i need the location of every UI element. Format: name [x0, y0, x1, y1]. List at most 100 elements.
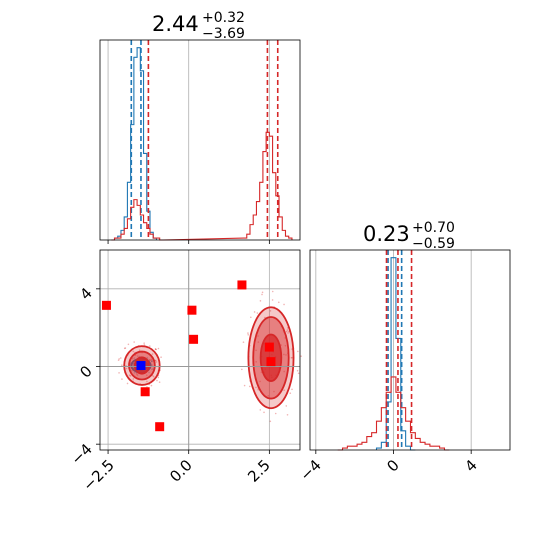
sample-point-1-4 [118, 358, 120, 360]
scatter-panel [96, 249, 302, 454]
sample-point-1-79 [131, 369, 133, 372]
sample-point-1-24 [148, 345, 151, 347]
sample-point-0-3 [150, 360, 153, 363]
sample-point-1-52 [138, 349, 141, 351]
sample-point-1-28 [146, 374, 148, 377]
sample-point-1-31 [149, 359, 152, 361]
sample-point-2-66 [257, 388, 259, 391]
sample-point-2-10 [285, 405, 288, 407]
sample-point-2-15 [261, 293, 263, 296]
sample-point-1-9 [126, 382, 129, 385]
sample-point-1-19 [136, 374, 139, 376]
sample-point-1-23 [155, 361, 158, 363]
sample-point-2-27 [285, 330, 288, 333]
sample-point-1-64 [129, 375, 132, 377]
right-hist-series-0 [375, 257, 416, 451]
sample-point-2-31 [253, 311, 256, 313]
marker-3 [237, 280, 247, 290]
sample-point-1-26 [133, 341, 135, 343]
sample-point-0-38 [151, 368, 153, 371]
sample-point-1-66 [124, 347, 127, 349]
sample-point-2-59 [287, 332, 289, 334]
sample-point-1-16 [154, 359, 157, 362]
sample-point-2-55 [250, 316, 252, 319]
sample-point-0-78 [132, 362, 135, 365]
sample-point-1-1 [157, 347, 160, 350]
marker-5 [155, 422, 165, 432]
sample-point-2-48 [247, 332, 249, 334]
sample-point-2-56 [283, 303, 285, 306]
sample-point-1-15 [156, 379, 158, 382]
sample-point-2-71 [283, 353, 285, 356]
sample-point-2-39 [277, 301, 280, 304]
sample-point-2-43 [290, 356, 293, 359]
sample-point-2-79 [263, 411, 265, 414]
hist-top-panel [99, 39, 301, 244]
sample-point-0-69 [151, 364, 154, 366]
sample-point-1-12 [132, 378, 135, 380]
sample-point-1-3 [157, 376, 160, 379]
sample-point-2-38 [274, 412, 277, 415]
marker-4 [140, 387, 150, 397]
sample-point-0-11 [152, 368, 154, 370]
center-marker [136, 361, 146, 371]
sample-point-2-37 [257, 341, 260, 343]
sample-point-2-64 [271, 290, 274, 293]
sample-point-1-47 [123, 347, 126, 350]
top-hist-series-1 [111, 131, 293, 241]
sample-point-2-28 [259, 300, 262, 302]
y2-tick-label-2: 4 [76, 284, 95, 303]
sample-point-2-33 [273, 390, 275, 393]
sample-point-2-53 [291, 388, 293, 391]
sample-point-1-8 [118, 372, 120, 374]
sample-point-2-35 [242, 341, 245, 343]
marker-6 [264, 342, 274, 352]
sample-point-1-73 [127, 343, 130, 346]
sample-point-2-0 [248, 385, 251, 388]
sample-point-0-16 [146, 356, 148, 359]
sample-point-2-40 [286, 329, 289, 331]
sample-point-0-71 [133, 357, 136, 359]
sample-point-2-7 [297, 372, 300, 375]
sample-point-2-44 [267, 395, 270, 397]
sample-point-2-17 [259, 409, 262, 411]
marker-7 [266, 357, 276, 367]
sample-point-1-18 [136, 373, 138, 375]
sample-point-1-62 [150, 384, 153, 387]
sample-point-1-38 [131, 357, 134, 360]
sample-point-1-46 [158, 381, 161, 383]
x2-tick-label-0: −4 [296, 456, 324, 484]
sample-point-2-30 [289, 392, 292, 394]
hist-right-panel [309, 249, 511, 454]
x2-tick-label-2: 4 [461, 456, 480, 475]
x1-tick-label-2: 2.5 [244, 456, 274, 486]
sample-point-1-57 [154, 348, 157, 351]
sample-point-2-69 [269, 420, 272, 423]
sample-point-1-5 [152, 375, 155, 378]
sample-point-1-27 [128, 374, 131, 376]
sample-point-0-50 [148, 358, 150, 361]
sample-point-2-51 [283, 370, 285, 373]
sample-point-1-0 [125, 367, 128, 370]
marker-0 [101, 300, 111, 310]
sample-point-2-58 [256, 312, 259, 314]
sample-point-2-2 [291, 356, 294, 359]
title-param1-value: 2.44 [152, 12, 199, 36]
title-param2-value: 0.23 [363, 222, 410, 246]
sample-point-1-35 [160, 356, 162, 358]
sample-point-2-42 [257, 335, 259, 337]
sample-point-0-54 [133, 371, 136, 374]
right-frame [309, 249, 511, 451]
sample-point-1-40 [155, 348, 157, 351]
sample-point-0-47 [151, 359, 153, 362]
sample-point-2-50 [296, 369, 299, 372]
y2-tick-label-0: −4 [67, 440, 95, 468]
x2-tick-label-1: 0 [383, 456, 402, 475]
sample-point-2-22 [241, 368, 243, 371]
sample-point-0-37 [148, 371, 150, 374]
sample-point-1-51 [121, 378, 123, 380]
right-hist-series-1 [337, 376, 450, 451]
marker-1 [187, 305, 197, 315]
y2-tick-label-1: 0 [76, 362, 95, 381]
